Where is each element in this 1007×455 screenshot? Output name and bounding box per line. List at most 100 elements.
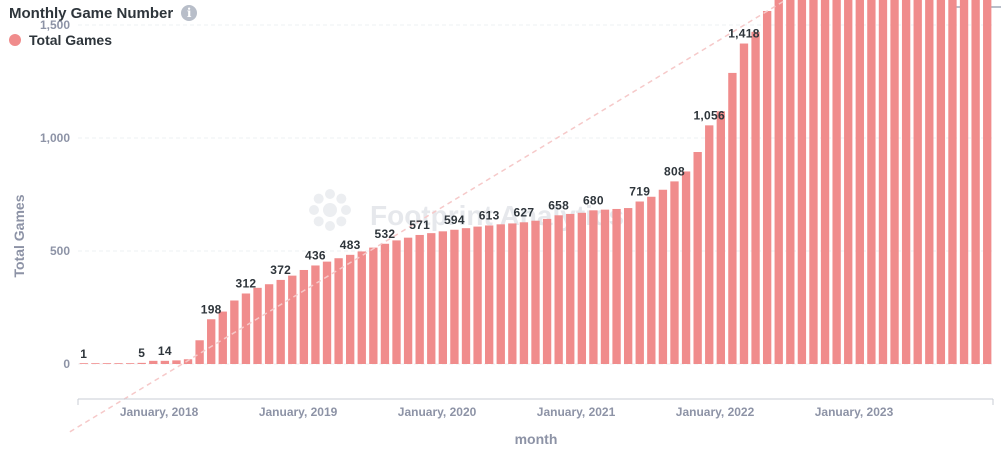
bar[interactable] [693, 152, 702, 364]
bar[interactable] [427, 233, 436, 364]
logo-petal [336, 216, 347, 227]
x-tick-label: January, 2023 [815, 405, 894, 419]
bar[interactable] [705, 125, 714, 365]
y-axis-title: Total Games [11, 194, 27, 277]
bar[interactable] [948, 0, 957, 364]
bar[interactable] [623, 208, 633, 364]
bar[interactable] [925, 0, 934, 365]
bar[interactable] [195, 340, 204, 364]
bar[interactable] [658, 189, 668, 364]
bar[interactable] [473, 226, 482, 364]
bar[interactable] [299, 269, 309, 364]
bar[interactable] [635, 201, 644, 364]
bar[interactable] [844, 0, 853, 364]
bar[interactable] [253, 287, 262, 364]
bar[interactable] [288, 275, 297, 364]
bar[interactable] [832, 0, 841, 365]
legend-item-total-games[interactable]: Total Games [9, 30, 112, 50]
bar[interactable] [797, 0, 807, 364]
bar[interactable] [890, 0, 899, 365]
bar[interactable] [600, 209, 610, 364]
bar[interactable] [207, 319, 216, 364]
bar[interactable] [508, 223, 517, 364]
bar[interactable] [878, 0, 888, 364]
bar[interactable] [867, 0, 876, 365]
bar[interactable] [762, 10, 772, 364]
footprint-logo-icon [309, 189, 351, 231]
bar[interactable] [160, 360, 170, 364]
bar[interactable] [855, 0, 864, 364]
bar[interactable] [357, 251, 366, 364]
bar[interactable] [612, 208, 621, 364]
bar[interactable] [334, 258, 343, 364]
bar[interactable] [554, 215, 563, 364]
bar[interactable] [728, 72, 737, 365]
bar[interactable] [218, 311, 227, 364]
bar[interactable] [241, 293, 251, 364]
bar[interactable] [971, 0, 980, 364]
bar[interactable] [531, 220, 540, 364]
bar[interactable] [589, 210, 598, 364]
bar[interactable] [681, 171, 691, 364]
bar[interactable] [91, 363, 100, 364]
trendline [69, 0, 788, 433]
data-label: 680 [583, 193, 604, 207]
logo-petal [325, 189, 335, 199]
bar[interactable] [102, 363, 112, 364]
bar[interactable] [403, 237, 413, 364]
bar[interactable] [901, 0, 911, 364]
data-label: 532 [374, 227, 395, 241]
bar[interactable] [716, 111, 725, 364]
bar[interactable] [149, 360, 158, 364]
bar[interactable] [496, 224, 505, 364]
data-label: 14 [158, 344, 172, 358]
bar[interactable] [369, 247, 378, 364]
bar[interactable] [670, 181, 679, 364]
bar[interactable] [820, 0, 830, 365]
bars [79, 0, 992, 365]
bar[interactable] [346, 254, 355, 364]
bar[interactable] [485, 225, 494, 364]
bar[interactable] [739, 43, 749, 364]
bar[interactable] [959, 0, 969, 364]
logo-petal [313, 193, 324, 204]
bar[interactable] [183, 359, 193, 364]
bar[interactable] [79, 363, 88, 364]
data-label: 1,418 [728, 27, 760, 41]
legend-label: Total Games [29, 32, 112, 48]
bar[interactable] [913, 0, 922, 365]
bar[interactable] [566, 213, 575, 364]
bar[interactable] [137, 362, 146, 364]
bar[interactable] [172, 360, 181, 364]
bar[interactable] [322, 261, 332, 364]
logo-center [323, 203, 337, 217]
bar[interactable] [542, 218, 552, 364]
data-label: 372 [270, 263, 291, 277]
data-label: 571 [409, 218, 430, 232]
bar[interactable] [392, 240, 401, 364]
bar[interactable] [114, 363, 123, 364]
bar[interactable] [647, 196, 656, 364]
bar[interactable] [311, 265, 320, 364]
bar[interactable] [519, 222, 529, 364]
bar[interactable] [276, 279, 285, 364]
bar[interactable] [264, 284, 274, 364]
bar[interactable] [983, 0, 992, 365]
chart-header: Monthly Game Number i [9, 2, 198, 24]
bar[interactable] [786, 0, 795, 364]
bar[interactable] [936, 0, 946, 364]
bar[interactable] [774, 0, 783, 364]
bar[interactable] [125, 363, 135, 364]
bar[interactable] [380, 243, 390, 364]
bar[interactable] [438, 231, 448, 364]
y-tick-label: 1,500 [40, 18, 70, 32]
bar[interactable] [751, 31, 760, 365]
x-axis: January, 2018 January, 2019 January, 2020 J… [77, 398, 994, 419]
bar[interactable] [461, 228, 471, 364]
settings-icon[interactable] [987, 0, 1001, 8]
bar[interactable] [415, 234, 424, 364]
bar[interactable] [577, 212, 586, 364]
info-icon[interactable]: i [181, 5, 198, 21]
bar[interactable] [450, 229, 459, 364]
bar[interactable] [809, 0, 818, 364]
